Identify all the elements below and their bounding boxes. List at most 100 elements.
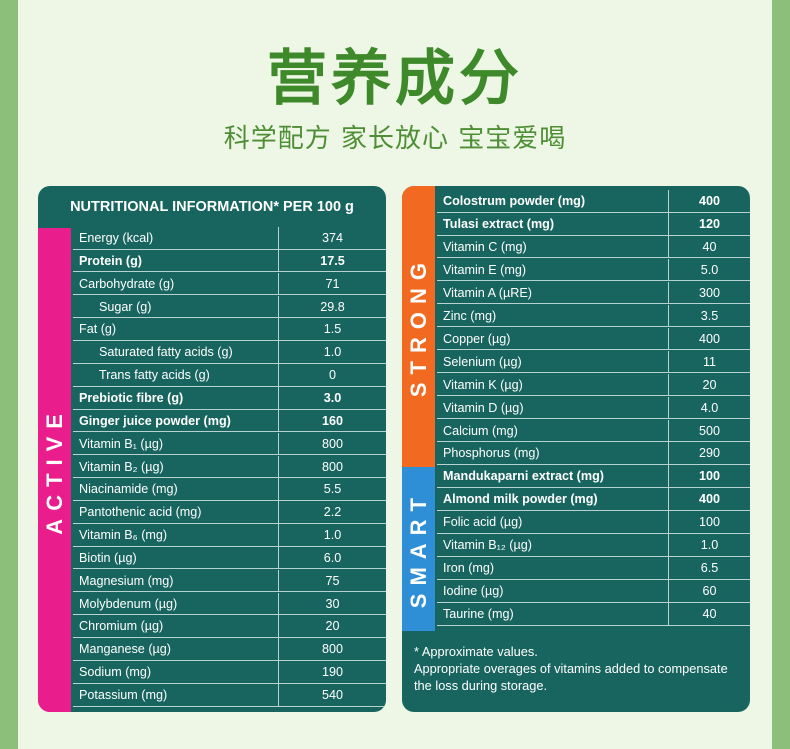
footnote: * Approximate values. Appropriate overag… (414, 643, 734, 694)
table-row: Chromium (µg) 20 (73, 615, 386, 639)
nutrient-label: Folic acid (µg) (443, 515, 523, 530)
nutrient-label: Colostrum powder (mg) (443, 194, 586, 208)
nutrient-value: 160 (321, 413, 343, 428)
nutrient-label: Vitamin B₂ (µg) (79, 459, 164, 474)
table-row: Protein (g) 17.5 (73, 249, 386, 273)
nutrient-value: 290 (698, 446, 720, 461)
column-divider (668, 442, 669, 465)
nutrient-value: 17.5 (320, 253, 345, 268)
page-subtitle: 科学配方 家长放心 宝宝爱喝 (223, 124, 567, 154)
column-divider (668, 304, 669, 327)
nutrient-value: 75 (325, 573, 340, 588)
nutrient-label: Magnesium (mg) (79, 573, 174, 588)
nutrient-label: Niacinamide (mg) (79, 482, 178, 497)
column-divider (278, 661, 279, 684)
column-divider (668, 212, 669, 235)
nutrient-label: Sodium (mg) (79, 665, 152, 680)
column-divider (278, 684, 279, 706)
table-row: Folic acid (µg) 100 (437, 511, 750, 534)
column-divider (668, 465, 669, 488)
nutrient-label: Mandukaparni extract (mg) (443, 469, 604, 484)
nutrient-label: Vitamin B₁₂ (µg) (443, 538, 532, 553)
nutrient-value: 29.8 (320, 299, 345, 314)
column-divider (668, 235, 669, 258)
column-divider (278, 227, 279, 249)
page-title: 营养成分 (267, 44, 523, 114)
nutrient-value: 3.0 (323, 390, 342, 405)
nutrient-label: Taurine (mg) (443, 607, 514, 622)
column-divider (278, 501, 279, 524)
table-row: Potassium (mg) 540 (73, 684, 386, 707)
nutrient-value: 0 (328, 368, 336, 383)
nutrient-label: Zinc (mg) (443, 308, 497, 323)
nutrient-label: Tulasi extract (mg) (443, 216, 555, 231)
table-row: Fat (g) 1.5 (73, 318, 386, 341)
nutrient-value: 3.5 (700, 308, 719, 323)
nutrient-label: Vitamin D (µg) (443, 400, 524, 415)
table-row: Vitamin B₆ (mg) 1.0 (73, 524, 386, 547)
table-row: Saturated fatty acids (g) 1.0 (73, 341, 386, 364)
column-divider (668, 557, 669, 580)
nutrient-value: 60 (702, 584, 717, 599)
nutrient-label: Phosphorus (mg) (443, 446, 540, 461)
nutrient-value: 500 (698, 423, 720, 438)
nutrient-value: 374 (321, 231, 343, 245)
column-divider (278, 386, 279, 409)
nutrient-value: 100 (698, 469, 720, 484)
nutrient-label: Vitamin E (mg) (443, 262, 527, 277)
nutrient-value: 400 (698, 492, 720, 507)
table-row: Calcium (mg) 500 (437, 419, 750, 443)
nutrient-value: 300 (698, 285, 720, 300)
nutrient-value: 800 (321, 459, 343, 474)
table-row: Magnesium (mg) 75 (73, 569, 386, 593)
nutrient-label: Biotin (µg) (79, 550, 137, 565)
table-row: Vitamin B₁₂ (µg) 1.0 (437, 534, 750, 557)
nutrient-value: 1.0 (323, 528, 342, 543)
table-heading: NUTRITIONAL INFORMATION* PER 100 g (70, 199, 354, 215)
nutrient-label: Vitamin A (µRE) (443, 285, 532, 300)
table-row: Iron (mg) 6.5 (437, 557, 750, 580)
table-row: Vitamin B₂ (µg) 800 (73, 455, 386, 479)
table-row: Carbohydrate (g) 71 (73, 272, 386, 296)
nutrient-label: Calcium (mg) (443, 423, 518, 438)
table-row: Mandukaparni extract (mg) 100 (437, 465, 750, 488)
nutrient-value: 2.2 (323, 505, 342, 520)
column-divider (668, 534, 669, 557)
nutrient-label: Vitamin B₆ (mg) (79, 528, 168, 543)
column-divider (668, 488, 669, 511)
table-row: Vitamin B₁ (µg) 800 (73, 432, 386, 456)
table-row: Sodium (mg) 190 (73, 661, 386, 684)
nutrient-label: Energy (kcal) (79, 231, 154, 245)
nutrient-label: Chromium (µg) (79, 619, 164, 634)
nutrient-value: 120 (698, 216, 720, 231)
table-row: Ginger juice powder (mg) 160 (73, 409, 386, 433)
nutrient-label: Iron (mg) (443, 561, 495, 576)
nutrient-value: 71 (325, 276, 340, 291)
nutrition-table-right: STRONG SMART Colostrum powder (mg) 400 Tul… (402, 186, 750, 712)
nutrition-table-left: NUTRITIONAL INFORMATION* PER 100 g ACTIV… (38, 186, 386, 712)
nutrient-value: 1.0 (323, 345, 342, 360)
strong-side-label: STRONG (402, 186, 435, 467)
column-divider (278, 409, 279, 432)
nutrient-label: Vitamin C (mg) (443, 239, 527, 254)
table-row: Vitamin D (µg) 4.0 (437, 396, 750, 420)
table-row: Prebiotic fibre (g) 3.0 (73, 386, 386, 410)
nutrient-value: 20 (325, 619, 340, 634)
nutrient-value: 800 (321, 436, 343, 451)
table-row: Vitamin E (mg) 5.0 (437, 258, 750, 282)
column-divider (278, 249, 279, 272)
column-divider (668, 350, 669, 373)
active-side-label: ACTIVE (38, 228, 71, 712)
nutrient-label: Ginger juice powder (mg) (79, 413, 231, 428)
table-row: Taurine (mg) 40 (437, 603, 750, 626)
nutrient-value: 6.5 (700, 561, 719, 576)
column-divider (278, 364, 279, 387)
nutrient-label: Molybdenum (µg) (79, 596, 178, 611)
column-divider (278, 569, 279, 592)
table-row: Sugar (g) 29.8 (73, 295, 386, 319)
column-divider (278, 432, 279, 455)
column-divider (668, 580, 669, 603)
column-divider (278, 341, 279, 364)
nutrient-value: 40 (702, 607, 717, 622)
table-row: Vitamin C (mg) 40 (437, 235, 750, 259)
